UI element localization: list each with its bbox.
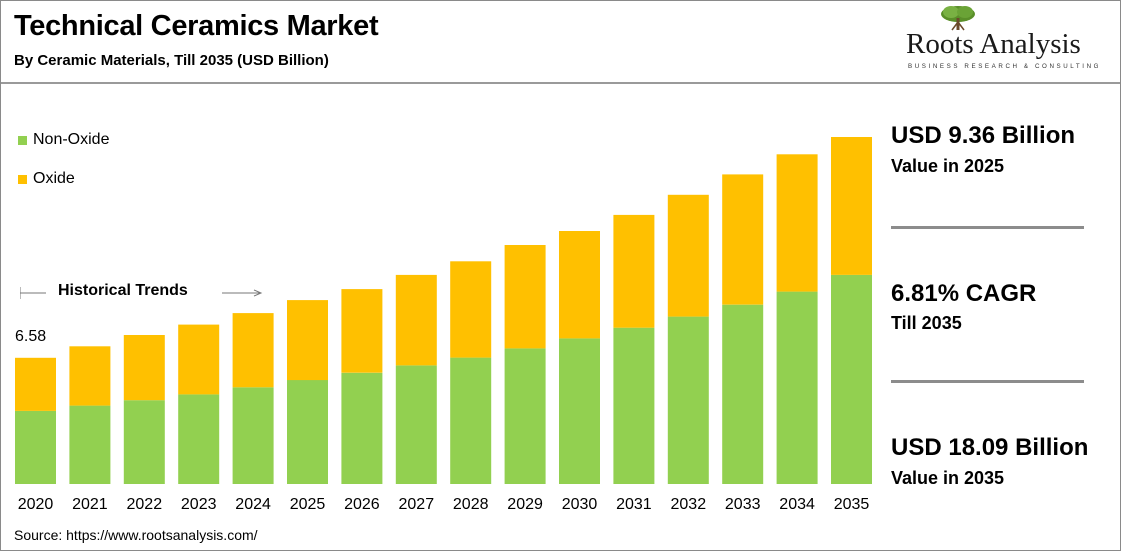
- bar-oxide-2024: [232, 313, 274, 388]
- historical-trends-annotation: Historical Trends: [20, 282, 270, 304]
- bar-oxide-2034: [776, 154, 818, 292]
- bar-oxide-2026: [341, 289, 383, 373]
- logo-name: Roots Analysis: [906, 28, 1081, 60]
- x-tick-label-2027: 2027: [398, 496, 435, 513]
- bar-non-oxide-2023: [178, 394, 220, 484]
- chart-legend: Non-Oxide Oxide: [18, 130, 109, 208]
- bar-non-oxide-2033: [722, 304, 764, 484]
- x-tick-label-2023: 2023: [180, 496, 217, 513]
- bar-oxide-2032: [667, 194, 709, 317]
- stat-2035-label: Value in 2035: [891, 468, 1005, 488]
- bar-oxide-2027: [395, 274, 437, 366]
- stat-divider-1: [891, 226, 1084, 229]
- stat-2025-value: USD 9.36 Billion: [891, 122, 1076, 149]
- bar-non-oxide-2022: [123, 400, 165, 484]
- bar-oxide-2033: [722, 174, 764, 305]
- bar-non-oxide-2031: [613, 327, 655, 484]
- chart-subtitle: By Ceramic Materials, Till 2035 (USD Bil…: [14, 52, 329, 69]
- historical-trends-label: Historical Trends: [58, 282, 188, 299]
- legend-label-oxide: Oxide: [33, 170, 75, 187]
- historical-trends-arrows: [20, 287, 263, 299]
- data-label-2020-total: 6.58: [15, 328, 47, 345]
- stat-cagr-label: Till 2035: [891, 313, 962, 333]
- bar-non-oxide-2024: [232, 387, 274, 484]
- bar-non-oxide-2035: [831, 274, 872, 484]
- x-tick-label-2031: 2031: [616, 496, 652, 513]
- stat-2035-value: USD 18.09 Billion: [891, 434, 1089, 461]
- tree-logo-icon: [941, 6, 975, 31]
- legend-item-non-oxide: Non-Oxide: [18, 130, 109, 150]
- source-note: Source: https://www.rootsanalysis.com/: [14, 527, 258, 543]
- legend-item-oxide: Oxide: [18, 169, 109, 189]
- chart-title: Technical Ceramics Market: [14, 10, 379, 42]
- bar-non-oxide-2026: [341, 372, 383, 484]
- bar-oxide-2028: [450, 261, 492, 358]
- x-tick-label-2025: 2025: [289, 496, 326, 513]
- x-tick-label-2032: 2032: [670, 496, 707, 513]
- stat-cagr-value: 6.81% CAGR: [891, 280, 1037, 307]
- bar-oxide-2022: [123, 335, 165, 401]
- header-divider: [1, 82, 1120, 84]
- x-tick-label-2030: 2030: [561, 496, 598, 513]
- x-tick-label-2024: 2024: [235, 496, 271, 513]
- x-tick-label-2026: 2026: [344, 496, 380, 513]
- x-tick-label-2021: 2021: [72, 496, 108, 513]
- bar-oxide-2031: [613, 214, 655, 328]
- bar-oxide-2030: [559, 231, 600, 339]
- bar-oxide-2020: [15, 357, 56, 411]
- legend-swatch-oxide: [18, 174, 27, 184]
- stat-2025-label: Value in 2025: [891, 156, 1005, 176]
- bar-oxide-2035: [831, 137, 872, 275]
- x-tick-label-2022: 2022: [126, 496, 163, 513]
- bar-non-oxide-2020: [15, 410, 56, 484]
- x-tick-label-2033: 2033: [724, 496, 761, 513]
- bar-oxide-2029: [504, 245, 546, 349]
- logo-tagline: BUSINESS RESEARCH & CONSULTING: [908, 63, 1102, 70]
- bar-non-oxide-2030: [559, 338, 600, 484]
- bar-non-oxide-2025: [287, 380, 328, 484]
- bar-non-oxide-2029: [504, 348, 546, 484]
- bar-non-oxide-2027: [395, 365, 437, 484]
- bar-oxide-2023: [178, 324, 220, 395]
- roots-analysis-logo: Roots Analysis BUSINESS RESEARCH & CONSU…: [900, 4, 1112, 74]
- x-tick-label-2020: 2020: [17, 496, 54, 513]
- x-tick-label-2029: 2029: [507, 496, 543, 513]
- stat-divider-2: [891, 380, 1084, 383]
- bar-oxide-2025: [287, 300, 328, 381]
- x-tick-label-2035: 2035: [833, 496, 870, 513]
- legend-swatch-non-oxide: [18, 135, 27, 145]
- bar-oxide-2021: [69, 346, 111, 406]
- x-tick-label-2034: 2034: [779, 496, 815, 513]
- legend-label-non-oxide: Non-Oxide: [33, 131, 110, 148]
- x-tick-label-2028: 2028: [452, 496, 489, 513]
- bar-non-oxide-2028: [450, 357, 492, 484]
- bar-non-oxide-2021: [69, 405, 111, 484]
- bar-non-oxide-2032: [667, 316, 709, 484]
- stacked-bar-chart: [15, 137, 872, 484]
- bar-non-oxide-2034: [776, 291, 818, 484]
